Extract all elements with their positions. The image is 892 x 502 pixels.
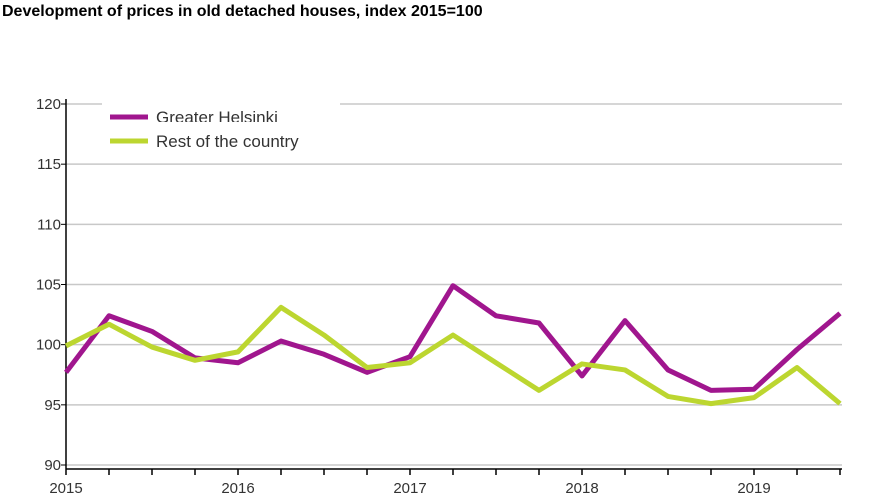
x-tick-label: 2016: [221, 480, 254, 497]
y-tick-label: 100: [36, 337, 61, 354]
y-tick-label: 95: [44, 397, 61, 414]
y-tick-label: 120: [36, 96, 61, 113]
y-tick-label: 115: [37, 156, 61, 173]
x-tick-label: 2018: [565, 480, 598, 497]
x-tick-label: 2015: [49, 480, 82, 497]
x-tick-label: 2017: [393, 480, 426, 497]
chart-title: Development of prices in old detached ho…: [2, 3, 483, 20]
y-tick-label: 105: [36, 277, 61, 294]
series-line-greater-helsinki: [64, 283, 842, 393]
legend-label: Rest of the country: [156, 132, 299, 151]
y-tick-label: 90: [44, 457, 61, 474]
x-tick-label: 2019: [737, 480, 770, 497]
y-tick-label: 110: [37, 216, 61, 233]
